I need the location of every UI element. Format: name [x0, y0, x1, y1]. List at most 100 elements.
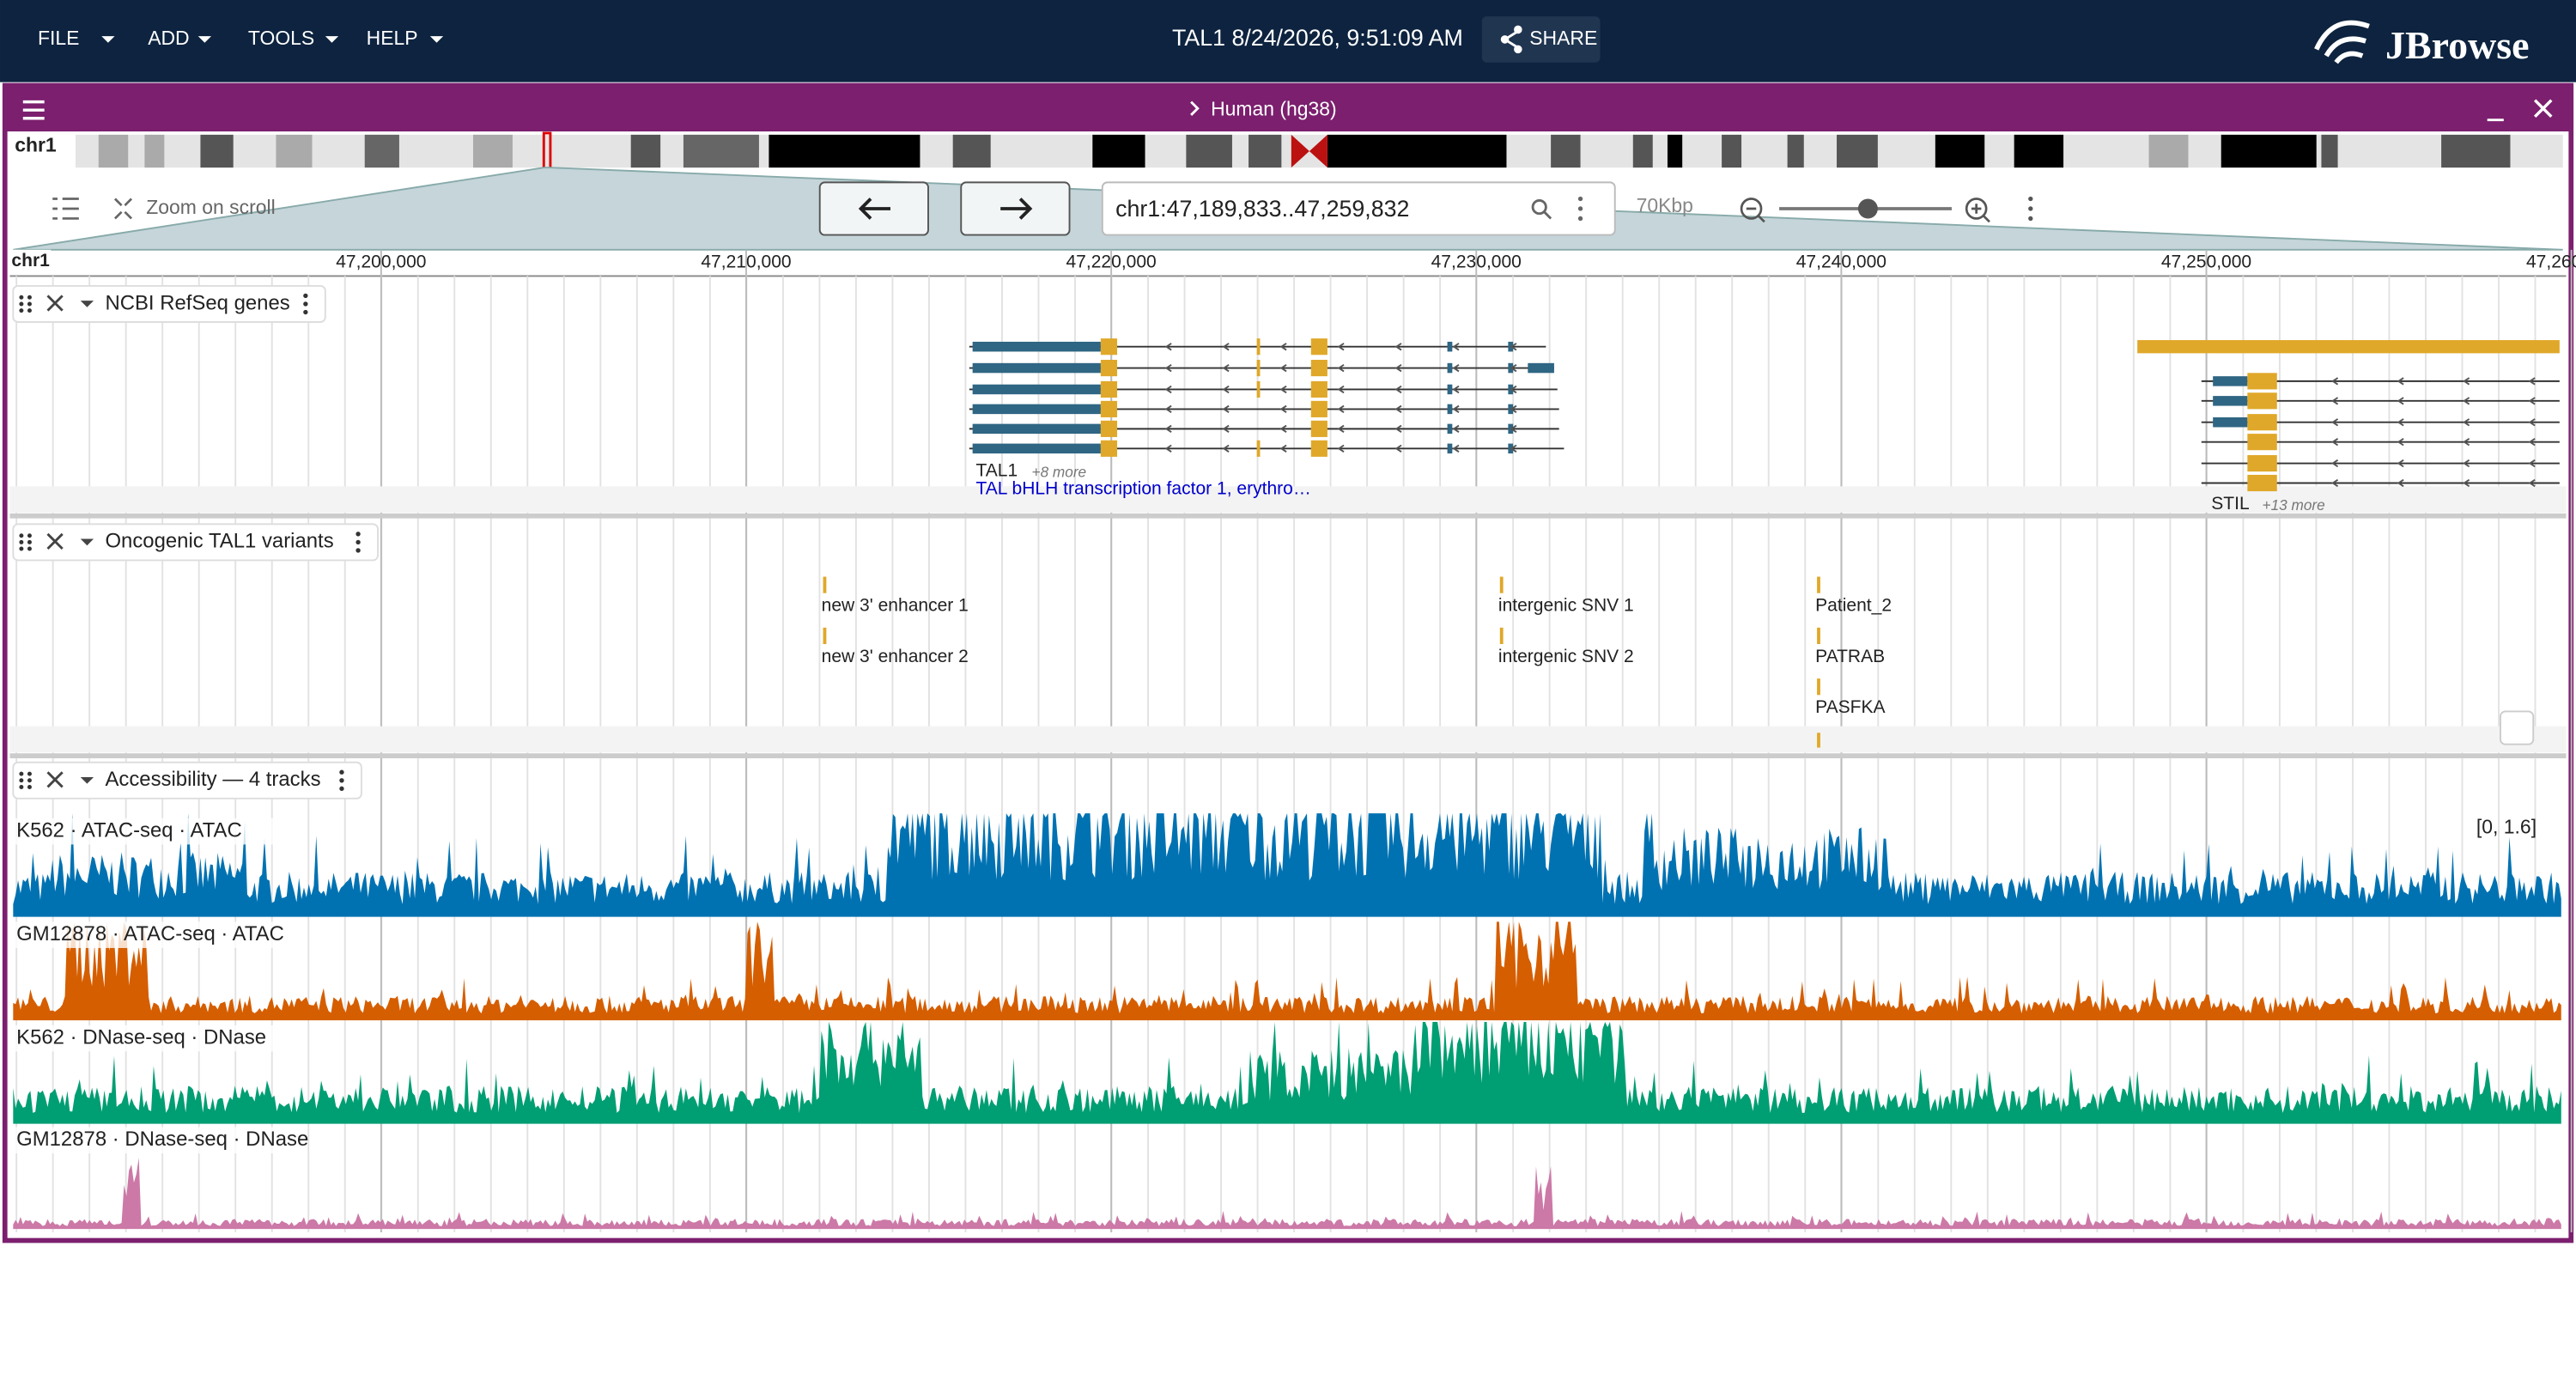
drag-handle[interactable] — [19, 539, 24, 544]
locus-menu-dot — [1577, 216, 1583, 222]
menu-item[interactable]: TOOLS — [248, 27, 314, 49]
strand — [1164, 385, 1172, 394]
share-icon-dot — [1514, 45, 1522, 54]
gene-more: +8 more — [1032, 464, 1087, 481]
signal — [13, 1158, 2561, 1230]
share-label[interactable]: SHARE — [1529, 27, 1597, 49]
cds — [1256, 360, 1261, 377]
zoom-out[interactable] — [1740, 198, 1763, 220]
track-shade — [9, 726, 2567, 753]
ideogram-band — [1249, 134, 1282, 168]
zoom-thumb[interactable] — [1857, 198, 1878, 219]
zoom-in[interactable] — [1965, 198, 1988, 220]
utr — [972, 341, 1101, 352]
close-track[interactable] — [46, 532, 64, 550]
track-selector[interactable] — [52, 198, 79, 220]
drag-handle[interactable] — [27, 301, 32, 307]
track-menu-dot[interactable] — [339, 778, 344, 783]
strand — [1164, 363, 1172, 373]
gene-name: STIL — [2211, 494, 2249, 514]
close-track[interactable] — [46, 295, 64, 312]
strand — [1337, 385, 1345, 394]
drag-handle[interactable] — [19, 533, 24, 538]
track-name: Accessibility — 4 tracks — [105, 768, 320, 791]
ruler-tick-label: 47,200,000 — [336, 252, 426, 272]
exon — [1447, 423, 1453, 435]
menu-item[interactable]: FILE — [38, 27, 79, 49]
drag-handle[interactable] — [19, 301, 24, 307]
track-caret[interactable] — [80, 538, 94, 546]
drag-handle[interactable] — [27, 771, 32, 776]
ideogram-band — [1837, 134, 1878, 168]
drag-handle[interactable] — [27, 539, 32, 544]
view-menu-dot[interactable] — [2028, 216, 2033, 222]
subtrack-label-bg — [13, 1024, 293, 1052]
drag-handle[interactable] — [27, 533, 32, 538]
drag-handle[interactable] — [27, 778, 32, 783]
strand — [1510, 385, 1517, 394]
zoom-on-scroll[interactable]: Zoom on scroll — [146, 196, 275, 218]
utr — [972, 404, 1101, 415]
ruler-reference: chr1 — [11, 251, 50, 271]
track-menu-dot[interactable] — [303, 309, 308, 315]
strand — [1394, 444, 1402, 453]
drag-handle[interactable] — [19, 771, 24, 776]
drag-handle[interactable] — [19, 778, 24, 783]
cds — [1310, 338, 1327, 356]
ideogram-band — [1186, 134, 1232, 168]
track-menu-dot[interactable] — [355, 539, 361, 545]
cds — [1256, 380, 1261, 398]
strand — [2463, 459, 2470, 468]
drag-handle[interactable] — [19, 784, 24, 789]
ideogram-band — [2321, 134, 2338, 168]
menu-item[interactable]: HELP — [367, 27, 418, 49]
cds — [2247, 373, 2277, 390]
strand — [2331, 478, 2339, 488]
close-view[interactable] — [2533, 99, 2553, 119]
locus[interactable]: chr1:47,189,833..47,259,832 — [1115, 196, 1409, 222]
track-menu-dot[interactable] — [339, 769, 344, 775]
drag-handle[interactable] — [19, 308, 24, 313]
close-track[interactable] — [46, 771, 64, 788]
track-caret[interactable] — [80, 776, 94, 784]
track-menu-dot[interactable] — [303, 293, 308, 299]
locus-menu-dot — [1577, 206, 1583, 211]
cds — [1100, 400, 1118, 417]
exon — [1447, 443, 1453, 454]
view-menu-icon[interactable] — [22, 100, 45, 120]
drag-handle[interactable] — [19, 295, 24, 300]
drag-handle[interactable] — [27, 546, 32, 551]
track-menu-dot[interactable] — [355, 548, 361, 553]
strand — [2528, 418, 2536, 427]
drag-handle[interactable] — [27, 295, 32, 300]
cds — [1100, 420, 1118, 437]
strand — [1222, 385, 1230, 394]
track-caret[interactable] — [80, 301, 94, 307]
resize-handle[interactable] — [2500, 710, 2535, 745]
drag-handle[interactable] — [19, 546, 24, 551]
track-menu-dot[interactable] — [355, 532, 361, 537]
drag-handle[interactable] — [27, 308, 32, 313]
strand — [1337, 404, 1345, 414]
menu-item[interactable]: ADD — [148, 27, 189, 49]
drag-handle[interactable] — [27, 784, 32, 789]
utr — [972, 423, 1101, 435]
track-menu-dot[interactable] — [339, 786, 344, 792]
ideogram-band — [1092, 134, 1145, 168]
locus-box[interactable] — [1101, 181, 1616, 236]
variant — [1817, 733, 1820, 748]
share-button[interactable] — [1481, 16, 1601, 63]
view-frame — [2, 82, 2574, 1243]
brand: JBrowse — [2385, 23, 2529, 67]
strand — [2397, 459, 2404, 468]
strand — [1452, 385, 1460, 394]
view-menu-dot[interactable] — [2028, 196, 2033, 202]
cds — [2247, 414, 2277, 431]
score-range: [0, 1.6] — [2476, 815, 2537, 837]
strand — [1394, 343, 1402, 351]
track-menu-dot[interactable] — [303, 301, 308, 307]
cds — [1310, 440, 1327, 457]
view-menu-dot[interactable] — [2028, 206, 2033, 211]
ideogram-band — [473, 134, 513, 168]
